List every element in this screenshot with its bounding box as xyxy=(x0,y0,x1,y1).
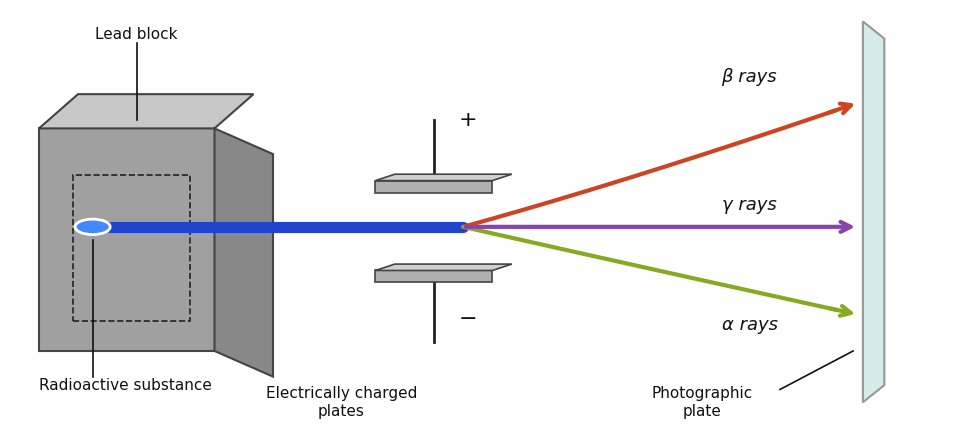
Polygon shape xyxy=(214,128,273,377)
Circle shape xyxy=(75,219,110,235)
Text: Photographic
plate: Photographic plate xyxy=(651,386,753,419)
Polygon shape xyxy=(375,174,512,181)
Polygon shape xyxy=(375,264,512,270)
Text: γ rays: γ rays xyxy=(722,196,776,214)
Text: −: − xyxy=(458,309,478,329)
Text: β rays: β rays xyxy=(722,68,777,86)
Text: α rays: α rays xyxy=(722,316,777,334)
Text: Electrically charged
plates: Electrically charged plates xyxy=(265,386,417,419)
Polygon shape xyxy=(375,270,492,282)
Text: Radioactive substance: Radioactive substance xyxy=(39,377,212,393)
Polygon shape xyxy=(375,181,492,193)
Text: Lead block: Lead block xyxy=(96,27,177,42)
Text: +: + xyxy=(458,110,478,130)
Polygon shape xyxy=(863,21,884,402)
Polygon shape xyxy=(39,128,214,351)
Polygon shape xyxy=(39,94,254,128)
